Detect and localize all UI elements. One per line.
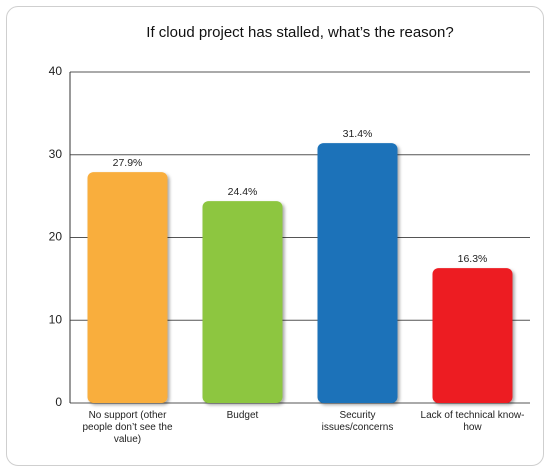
bar [87, 172, 168, 403]
bar [432, 268, 513, 403]
x-tick-label: Lack of technical know-how [420, 410, 525, 433]
value-label: 27.9% [113, 157, 143, 169]
value-label: 24.4% [228, 186, 258, 198]
x-tick-label: Security issues/concerns [321, 410, 394, 433]
bar [202, 201, 283, 403]
y-tick-label: 10 [49, 312, 63, 326]
x-tick-label: Budget [226, 410, 259, 421]
chart-title: If cloud project has stalled, what’s the… [146, 24, 453, 41]
y-tick-label: 40 [49, 64, 63, 78]
value-label: 31.4% [343, 128, 373, 140]
y-tick-label: 20 [49, 230, 63, 244]
y-tick-label: 30 [49, 147, 63, 161]
bar [317, 143, 398, 404]
y-tick-label: 0 [55, 395, 62, 409]
value-label: 16.3% [458, 253, 488, 265]
x-tick-label: No support (other people don’t see the v… [82, 410, 173, 445]
